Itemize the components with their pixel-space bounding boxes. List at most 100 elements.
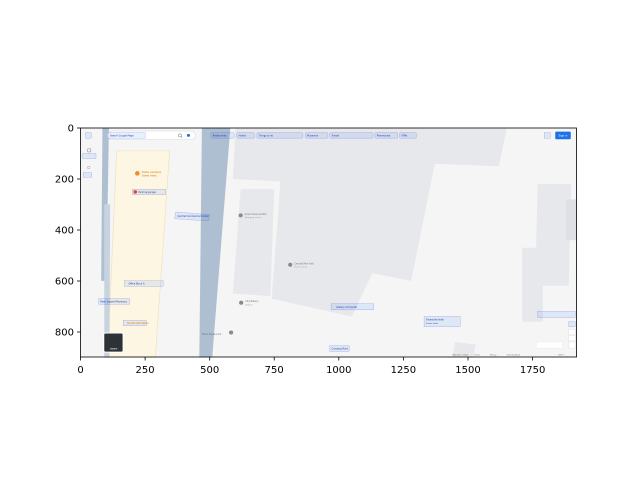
y-axis: 0 200 400 600 800 [55,124,81,339]
poi-6-box[interactable] [98,298,130,305]
zoom-in-button[interactable] [568,329,576,335]
x-tick-label-7: 1750 [520,365,545,376]
recents-button[interactable] [82,153,97,159]
sign-in-label: Sign in [559,133,568,137]
chip-transit[interactable] [329,132,374,139]
building-7 [566,199,577,241]
y-tick-label-3: 600 [55,277,74,288]
building-3 [271,128,443,317]
category-chips: Restaurants Hotels Things to do Museums … [210,132,417,139]
layers-button[interactable] [103,332,124,353]
screenshot-image: Search Google Maps Restaurants Hotels Th… [80,128,577,358]
poi-0-name: Bistro example [142,170,162,174]
poi-6-name: Main Square Pharmacy [100,300,127,303]
search-bar[interactable] [107,130,196,140]
building-4 [431,128,507,167]
poi-12-box[interactable] [423,316,461,327]
poi-3-sub: Shopping center [245,216,262,219]
search-icon-handle [180,136,183,138]
x-tick-label-3: 750 [265,365,284,376]
poi-8-name: Gallery Art Center [336,306,357,309]
chip-museums[interactable] [305,132,329,139]
poi-7-sub: Bakery [245,304,253,307]
poi-7-icon[interactable] [239,300,244,305]
chip-transit-label: Transit [332,134,340,137]
poi-4-name: Central Park Hall [294,262,314,265]
directions-icon[interactable] [186,133,191,137]
recent-icon[interactable] [87,165,91,170]
y-tick-label-0: 0 [68,124,74,135]
building-6 [522,247,543,322]
poi-9-name: Tourist information [127,322,149,325]
poi-10-icon[interactable] [229,330,234,335]
footer-feedback[interactable]: Send feedback [507,354,521,356]
poi-0-sub: Sweet treats [142,174,157,177]
poi-5-name: Office Block A [129,283,145,286]
poi-1-name: Parking garage [138,191,156,194]
poi-11-box[interactable] [329,345,350,352]
poi-0-icon[interactable] [135,171,140,176]
poi-5-box[interactable] [124,280,164,287]
x-axis: 0 250 500 750 1000 1250 1500 1750 [77,357,545,376]
poi-3-name: Grand Avenue Mall [245,213,267,216]
chip-pharmacies-label: Pharmacies [377,134,391,137]
y-tick-label-2: 400 [55,226,74,237]
x-tick-label-1: 250 [136,365,155,376]
zoom-locate-button[interactable] [568,321,576,327]
poi-1-box[interactable] [132,189,166,195]
right-panel-button[interactable] [537,311,576,318]
x-tick-label-4: 1000 [326,365,351,376]
side-road-2 [104,204,111,358]
chip-restaurants[interactable] [210,132,235,139]
poi-4-sub: Event venue [294,266,308,269]
layers-label: Layers [110,348,118,351]
footer-terms[interactable]: Terms [474,353,479,356]
imagery-strip[interactable] [536,341,563,349]
places: Bistro example Sweet treats Parking gara… [98,170,461,352]
zoom-out-button[interactable] [568,335,576,342]
poi-10-name: Plaza Restaurant [202,333,222,336]
building-8 [452,341,476,358]
footer-privacy[interactable]: Privacy [490,353,496,356]
chip-pharmacies[interactable] [374,132,398,139]
footer-scale: 500 ft [558,353,564,356]
sidebar-link[interactable] [83,172,92,178]
chip-museums-label: Museums [307,134,319,137]
chip-hotels[interactable] [236,132,255,139]
x-tick-label-2: 500 [200,365,219,376]
poi-7-name: City Bakery [245,300,259,303]
compass-button[interactable] [568,341,576,349]
chip-atms[interactable] [399,132,417,139]
chip-things-to-do-label: Things to do [259,134,274,137]
poi-12-sub: 4-star hotel [426,322,438,325]
poi-1-icon [133,190,138,194]
x-tick-label-6: 1500 [455,365,480,376]
poi-12-name: Riverside Hotel [426,319,444,322]
poi-11-name: Crossing Point [332,348,348,351]
chip-hotels-label: Hotels [239,134,247,137]
poi-3-icon[interactable] [238,213,243,218]
apps-grid-icon[interactable] [544,132,551,139]
poi-4-icon[interactable] [288,262,293,267]
x-tick-label-0: 0 [77,365,83,376]
main-road [199,128,231,358]
search-icon[interactable] [178,133,182,138]
saved-icon[interactable] [87,148,92,153]
poi-8-box[interactable] [330,303,374,310]
chip-restaurants-label: Restaurants [213,134,228,137]
poi-9-box[interactable] [123,320,147,326]
chip-things-to-do[interactable] [256,132,303,139]
x-tick-label-5: 1250 [391,365,416,376]
building-5 [535,184,572,286]
search-input[interactable] [108,132,146,139]
search-input-text: Search Google Maps [110,134,134,137]
poi-2-box[interactable] [174,211,210,222]
menu-icon[interactable] [85,132,92,139]
poi-2-name: Central Commercial Center [177,215,209,218]
y-tick-label-4: 800 [55,328,74,339]
footer-bar: Map data ©2024 Terms Privacy Send feedba… [452,353,564,356]
building-2 [232,189,275,297]
sign-in-button[interactable] [555,131,571,140]
y-tick-label-1: 200 [55,175,74,186]
